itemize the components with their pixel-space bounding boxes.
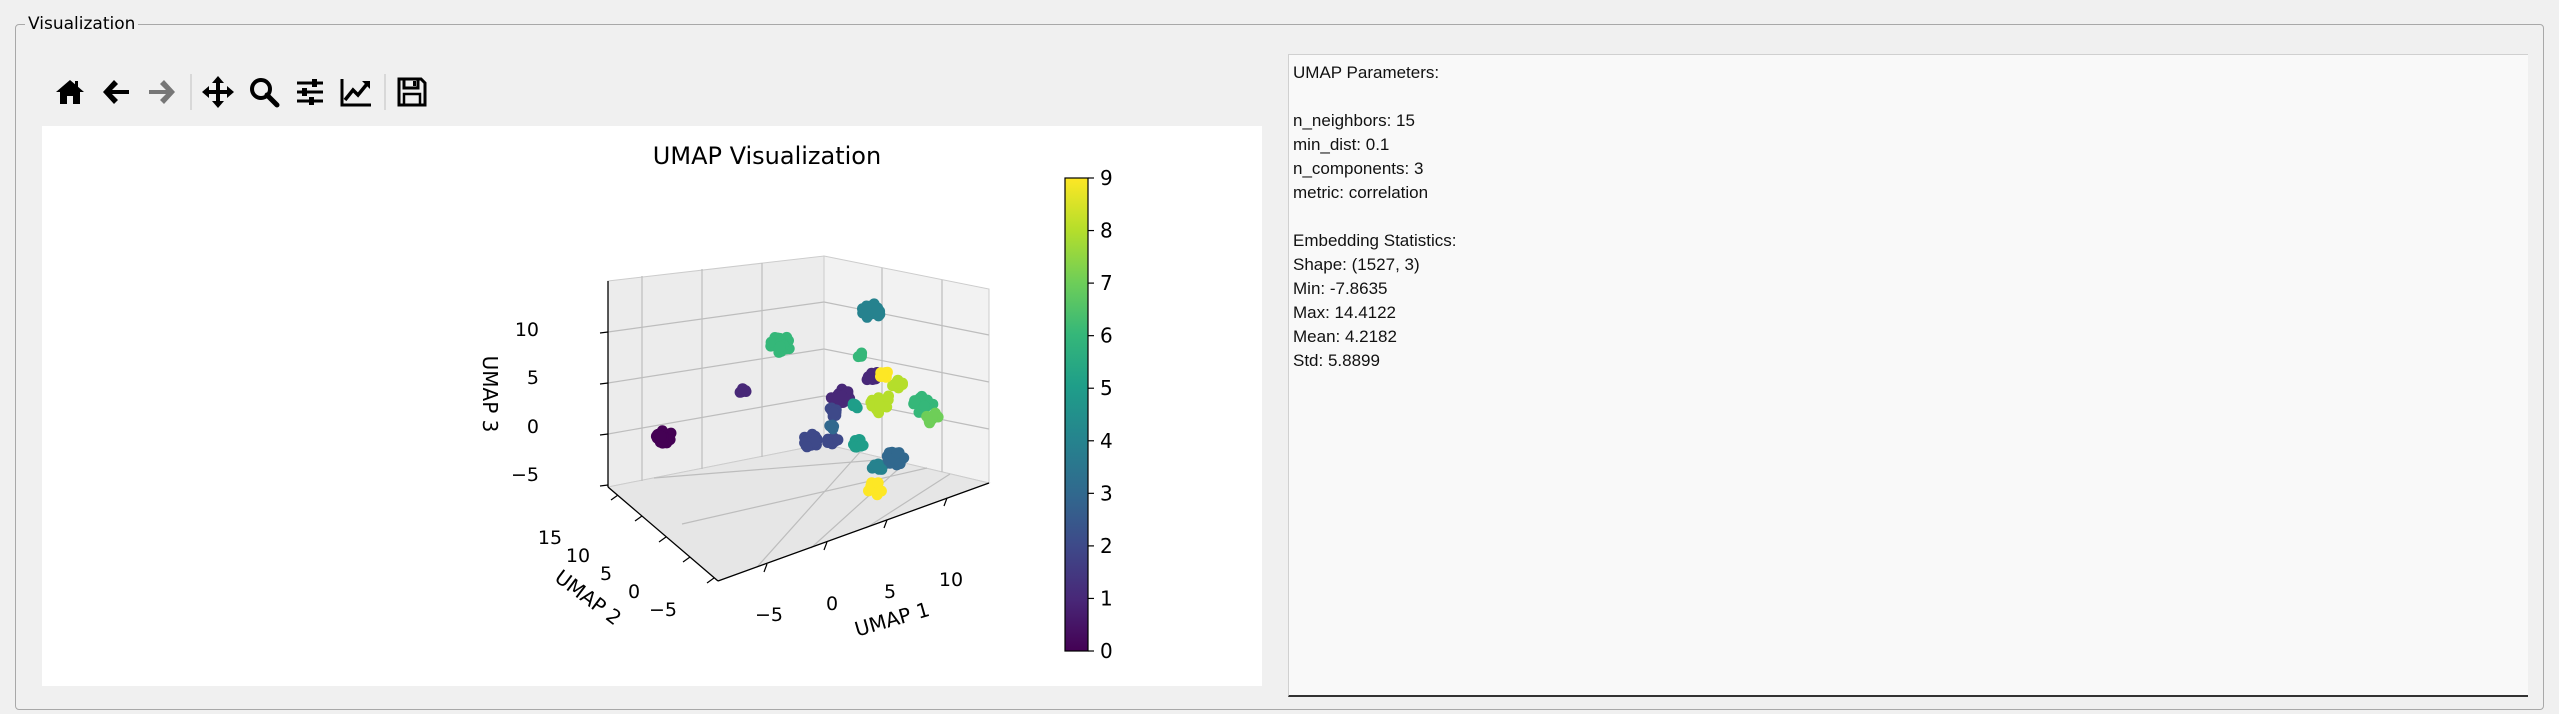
edit-axis-icon xyxy=(340,79,371,107)
y-tick-label: 5 xyxy=(600,563,612,585)
info-line: UMAP Parameters: xyxy=(1293,63,1440,82)
pan-icon xyxy=(202,76,234,108)
info-line: Max: 14.4122 xyxy=(1293,303,1397,322)
info-blank-line xyxy=(1293,205,2528,229)
scatter-point xyxy=(809,436,821,448)
colorbar-tick-label: 9 xyxy=(1100,166,1113,190)
info-line: min_dist: 0.1 xyxy=(1293,135,1390,154)
info-line: metric: correlation xyxy=(1293,183,1429,202)
pan-button[interactable] xyxy=(196,70,240,114)
colorbar-tick-label: 7 xyxy=(1100,271,1113,295)
scatter-point xyxy=(827,420,839,432)
scatter-point xyxy=(849,399,861,410)
colorbar-tick-label: 4 xyxy=(1100,429,1113,453)
info-line: Embedding Statistics: xyxy=(1293,231,1457,250)
x-tick-label: 0 xyxy=(826,593,838,615)
info-line: Std: 5.8899 xyxy=(1293,351,1380,370)
edit-axis-button[interactable] xyxy=(334,70,378,114)
scatter-point xyxy=(873,461,885,473)
zoom-button[interactable] xyxy=(242,70,286,114)
info-blank-line xyxy=(1293,85,2528,109)
scatter-point xyxy=(861,374,873,386)
save-icon xyxy=(397,77,427,107)
scatter-point xyxy=(875,485,887,497)
back-button[interactable] xyxy=(94,70,138,114)
scatter-clusters xyxy=(650,298,944,501)
axis-lines xyxy=(607,281,990,582)
scatter-point xyxy=(891,447,903,459)
save-figure-button[interactable] xyxy=(390,70,434,114)
x-tick-label: 10 xyxy=(939,569,963,591)
home-button[interactable] xyxy=(48,70,92,114)
y-tick-labels: 15 10 5 0 −5 xyxy=(538,527,677,621)
scatter-point xyxy=(765,336,777,348)
scatter-point xyxy=(893,378,904,389)
colorbar-tick-label: 0 xyxy=(1100,639,1113,663)
scatter-point xyxy=(822,437,834,448)
y-axis-label: UMAP 2 xyxy=(550,565,626,630)
colorbar-tick-label: 2 xyxy=(1100,534,1113,558)
scatter-point xyxy=(894,458,906,470)
y-tick-label: 10 xyxy=(566,545,590,567)
info-line: Shape: (1527, 3) xyxy=(1293,255,1420,274)
home-icon xyxy=(56,80,84,104)
info-line: n_neighbors: 15 xyxy=(1293,111,1415,130)
z-tick-label: 10 xyxy=(515,319,539,341)
gridlines xyxy=(607,263,990,568)
z-tick-labels: 10 5 0 −5 xyxy=(511,319,539,486)
umap-info-panel[interactable]: UMAP Parameters: n_neighbors: 15 min_dist:… xyxy=(1288,54,2528,697)
scatter-point xyxy=(832,434,844,446)
y-tick-label: 15 xyxy=(538,527,562,549)
z-tick-label: −5 xyxy=(511,464,539,486)
subplots-config-icon xyxy=(297,79,323,105)
forward-button[interactable] xyxy=(140,70,184,114)
x-tick-labels: −5 0 5 10 xyxy=(755,569,963,626)
scatter-point xyxy=(855,440,867,452)
colorbar-tick-label: 1 xyxy=(1100,586,1113,610)
scatter-point xyxy=(801,441,813,453)
scatter-point xyxy=(856,347,868,359)
chart-title: UMAP Visualization xyxy=(653,142,881,170)
toolbar-separator xyxy=(190,74,192,110)
scatter-point xyxy=(919,400,930,412)
scatter-point xyxy=(828,407,840,419)
z-axis-label: UMAP 3 xyxy=(478,356,502,433)
x-axis-label: UMAP 1 xyxy=(852,597,932,641)
colorbar-tick-label: 6 xyxy=(1100,324,1113,348)
side-wall-pane xyxy=(823,255,990,484)
colorbar-tick-label: 5 xyxy=(1100,376,1113,400)
scatter-point xyxy=(861,300,872,312)
x-tick-label: −5 xyxy=(755,604,783,626)
scatter-point xyxy=(736,386,748,397)
y-tick-label: 0 xyxy=(628,581,640,603)
tick-marks xyxy=(599,331,948,584)
visualization-groupbox xyxy=(15,24,2544,710)
scatter-point xyxy=(655,430,667,442)
matplotlib-toolbar xyxy=(48,70,436,114)
scatter-point xyxy=(921,410,933,422)
z-tick-label: 5 xyxy=(527,367,539,389)
colorbar-ticks: 9 8 7 6 5 4 3 2 1 0 xyxy=(1088,166,1113,663)
scatter-point xyxy=(877,368,889,380)
scatter-point xyxy=(774,341,786,353)
colorbar-tick-label: 3 xyxy=(1100,481,1113,505)
zoom-icon xyxy=(250,78,280,108)
x-tick-label: 5 xyxy=(884,581,896,603)
umap-3d-plot: UMAP Visualization xyxy=(478,142,1113,663)
y-tick-label: −5 xyxy=(649,599,677,621)
groupbox-title: Visualization xyxy=(25,14,139,34)
configure-subplots-button[interactable] xyxy=(288,70,332,114)
colorbar-tick-label: 8 xyxy=(1100,219,1113,243)
z-tick-label: 0 xyxy=(527,416,539,438)
scatter-point xyxy=(909,395,921,407)
info-line: Mean: 4.2182 xyxy=(1293,327,1397,346)
toolbar-separator xyxy=(384,74,386,110)
plot-canvas[interactable]: UMAP Visualization xyxy=(42,126,1262,686)
info-line: n_components: 3 xyxy=(1293,159,1424,178)
colorbar xyxy=(1064,177,1089,652)
back-arrow-icon xyxy=(103,80,129,104)
info-line: Min: -7.8635 xyxy=(1293,279,1388,298)
scatter-point xyxy=(874,399,886,411)
forward-arrow-icon xyxy=(149,80,175,104)
